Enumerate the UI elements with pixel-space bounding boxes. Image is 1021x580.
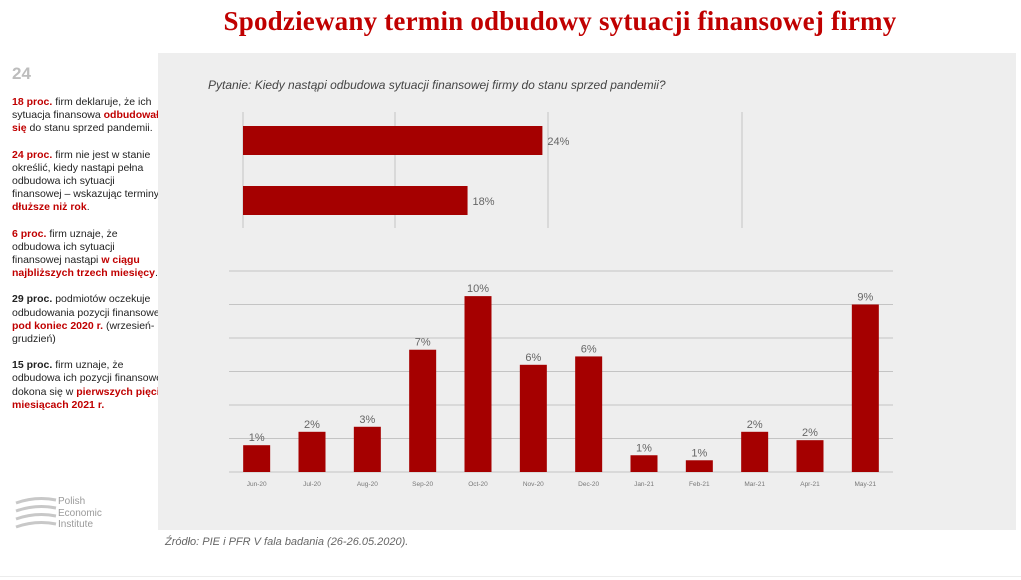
note-text: .	[154, 267, 158, 280]
highlight-text: pod koniec 2020 r.	[12, 319, 104, 332]
bar	[409, 349, 437, 472]
bar	[851, 304, 879, 472]
note-text: podmiotów oczekuje odbudowania pozycji f…	[12, 293, 163, 319]
note-text: firm uznaje, że odbudowa ich pozycji fin…	[12, 359, 165, 398]
data-label: 1%	[636, 442, 652, 454]
tick-label: Oct-20	[468, 481, 488, 488]
bar	[685, 460, 713, 472]
data-label: 6%	[581, 343, 597, 355]
tick-label: Sep-20	[412, 481, 433, 488]
data-label: 10%	[467, 283, 489, 295]
slide-number: 24	[12, 64, 31, 83]
bar	[464, 296, 492, 472]
bar	[741, 431, 769, 472]
highlight-text: w ciągu najbliższych trzech miesięcy	[12, 254, 155, 280]
tick-label: Jan-21	[634, 481, 654, 488]
data-label: 7%	[415, 337, 431, 349]
logo-line: Polish	[58, 496, 86, 507]
bar	[353, 426, 381, 472]
tick-label: Mar-21	[744, 481, 765, 488]
side-note: 15 proc. firm uznaje, że odbudowa ich po…	[12, 359, 167, 412]
logo-line: Economic	[58, 507, 102, 519]
tick-label: May-21	[854, 481, 876, 488]
note-text: firm deklaruje, że ich sytuacja finansow…	[12, 96, 152, 122]
chart-question: Pytanie: Kiedy nastąpi odbudowa sytuacji…	[208, 78, 666, 92]
logo-line: Institute	[58, 519, 94, 530]
highlight-text: dłuższe niż rok	[12, 201, 87, 214]
page-title: Spodziewany termin odbudowy sytuacji fin…	[223, 6, 897, 36]
data-label: 2%	[304, 419, 320, 431]
bar	[519, 364, 547, 472]
data-label: 2%	[802, 427, 818, 439]
note-text: (wrzesień-grudzień)	[12, 319, 155, 346]
tick-label: Jun-20	[247, 481, 267, 488]
data-label: 9%	[857, 292, 873, 304]
tick-label: Dec-20	[578, 481, 599, 488]
side-note: 24 proc. firm nie jest w stanie określić…	[12, 149, 167, 215]
data-label: 3%	[359, 414, 375, 426]
side-notes: 18 proc. firm deklaruje, że ich sytuacja…	[12, 96, 167, 425]
tick-label: Nov-20	[523, 481, 544, 488]
note-text: 29 proc.	[12, 293, 53, 306]
logo-text: Polish Economic Institute	[58, 496, 102, 531]
highlight-text: pierwszych pięciu miesiącach 2021 r.	[12, 385, 167, 411]
tick-label: Jul-20	[303, 481, 321, 488]
side-note: 6 proc. firm uznaje, że odbudowa ich syt…	[12, 228, 167, 281]
bar	[630, 455, 658, 472]
data-label: 24%	[547, 136, 569, 148]
bar	[298, 431, 326, 472]
data-label: 2%	[747, 419, 763, 431]
data-label: 1%	[249, 432, 265, 444]
note-text: .	[86, 201, 90, 214]
bar	[796, 440, 824, 472]
data-label: 18%	[473, 196, 495, 208]
divider	[0, 576, 1021, 577]
tick-label: Aug-20	[357, 481, 378, 488]
note-text: firm uznaje, że odbudowa ich sytuacji fi…	[12, 227, 118, 267]
note-text: firm nie jest w stanie określić, kiedy n…	[12, 148, 160, 201]
data-label: 6%	[525, 352, 541, 364]
bar	[243, 186, 468, 215]
highlight-text: 18 proc.	[12, 96, 53, 108]
tick-label: Apr-21	[800, 481, 820, 488]
bar	[243, 445, 271, 472]
bar	[243, 126, 543, 155]
tick-label: Feb-21	[689, 481, 710, 488]
note-text: do stanu sprzed pandemii.	[26, 122, 153, 135]
source-note: Źródło: PIE i PFR V fala badania (26-26.…	[165, 536, 409, 548]
side-note: 18 proc. firm deklaruje, że ich sytuacja…	[12, 96, 167, 136]
note-text: 15 proc.	[12, 359, 53, 372]
highlight-text: 24 proc.	[12, 148, 53, 161]
highlight-text: 6 proc.	[12, 227, 47, 240]
logo-icon	[15, 497, 57, 529]
highlight-text: odbudowała się	[12, 109, 165, 135]
bar	[575, 356, 603, 472]
data-label: 1%	[691, 447, 707, 459]
side-note: 29 proc. podmiotów oczekuje odbudowania …	[12, 293, 167, 346]
